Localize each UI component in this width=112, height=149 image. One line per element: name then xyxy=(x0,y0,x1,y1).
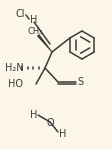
Text: Cl: Cl xyxy=(16,9,25,19)
Text: H₂N: H₂N xyxy=(5,63,23,73)
Text: O: O xyxy=(47,118,54,128)
Text: H: H xyxy=(30,15,37,25)
Text: H: H xyxy=(30,110,37,120)
Text: HO: HO xyxy=(8,79,23,89)
Polygon shape xyxy=(37,34,52,52)
Text: CH₃: CH₃ xyxy=(28,28,43,37)
Text: H: H xyxy=(58,129,66,139)
Text: S: S xyxy=(76,77,82,87)
